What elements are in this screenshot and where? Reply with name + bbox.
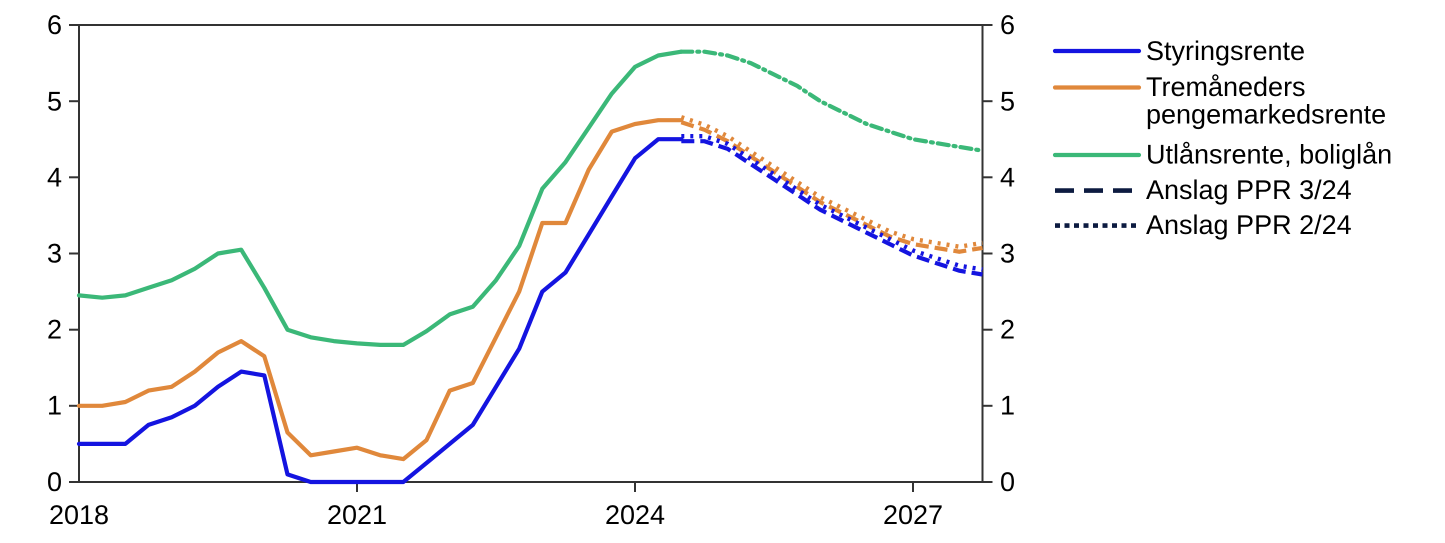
svg-text:1: 1 <box>1000 391 1015 421</box>
svg-text:2: 2 <box>1000 315 1015 345</box>
svg-text:6: 6 <box>47 10 62 40</box>
svg-text:2: 2 <box>47 315 62 345</box>
svg-text:1: 1 <box>47 391 62 421</box>
svg-text:5: 5 <box>1000 87 1015 117</box>
svg-text:2024: 2024 <box>605 500 665 530</box>
svg-text:3: 3 <box>47 239 62 269</box>
svg-text:Utlånsrente, boliglån: Utlånsrente, boliglån <box>1146 140 1392 170</box>
svg-text:2027: 2027 <box>883 500 943 530</box>
svg-text:2018: 2018 <box>49 500 109 530</box>
svg-text:2021: 2021 <box>327 500 387 530</box>
svg-text:4: 4 <box>1000 163 1015 193</box>
svg-text:4: 4 <box>47 163 62 193</box>
svg-text:5: 5 <box>47 87 62 117</box>
svg-text:3: 3 <box>1000 239 1015 269</box>
svg-text:6: 6 <box>1000 10 1015 40</box>
svg-text:Tremåneders: Tremåneders <box>1146 72 1306 102</box>
svg-text:0: 0 <box>1000 467 1015 497</box>
svg-text:Styringsrente: Styringsrente <box>1146 36 1305 66</box>
svg-text:Anslag PPR 2/24: Anslag PPR 2/24 <box>1146 210 1352 240</box>
svg-text:0: 0 <box>47 467 62 497</box>
svg-text:pengemarkedsrente: pengemarkedsrente <box>1146 100 1386 130</box>
svg-text:Anslag PPR 3/24: Anslag PPR 3/24 <box>1146 175 1352 205</box>
